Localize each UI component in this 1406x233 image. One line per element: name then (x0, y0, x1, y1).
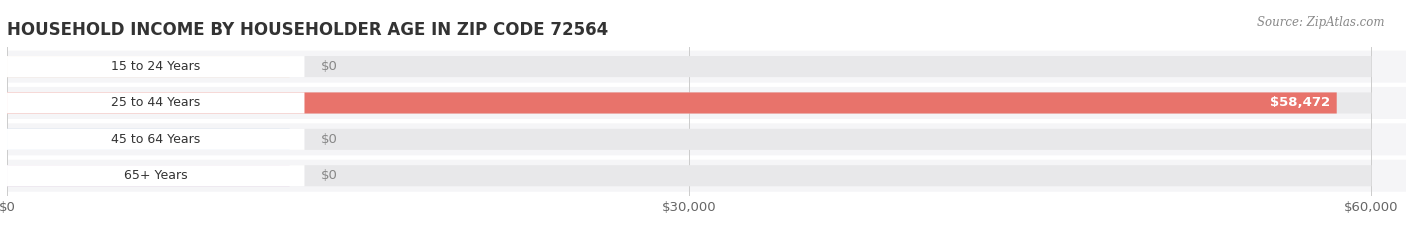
FancyBboxPatch shape (7, 93, 1337, 113)
FancyBboxPatch shape (7, 123, 1406, 155)
FancyBboxPatch shape (7, 56, 290, 77)
Text: $0: $0 (321, 133, 337, 146)
FancyBboxPatch shape (7, 165, 290, 186)
FancyBboxPatch shape (7, 129, 290, 150)
FancyBboxPatch shape (7, 56, 1371, 77)
Text: HOUSEHOLD INCOME BY HOUSEHOLDER AGE IN ZIP CODE 72564: HOUSEHOLD INCOME BY HOUSEHOLDER AGE IN Z… (7, 21, 609, 39)
FancyBboxPatch shape (7, 160, 1406, 192)
FancyBboxPatch shape (7, 51, 1406, 83)
FancyBboxPatch shape (7, 129, 1371, 150)
Text: $0: $0 (321, 60, 337, 73)
FancyBboxPatch shape (7, 93, 305, 113)
Text: 45 to 64 Years: 45 to 64 Years (111, 133, 201, 146)
Text: 65+ Years: 65+ Years (124, 169, 187, 182)
FancyBboxPatch shape (7, 165, 1371, 186)
Text: $0: $0 (321, 169, 337, 182)
Text: Source: ZipAtlas.com: Source: ZipAtlas.com (1257, 16, 1385, 29)
FancyBboxPatch shape (7, 129, 305, 150)
FancyBboxPatch shape (7, 93, 1371, 113)
Text: 15 to 24 Years: 15 to 24 Years (111, 60, 201, 73)
FancyBboxPatch shape (7, 56, 305, 77)
FancyBboxPatch shape (7, 87, 1406, 119)
Text: 25 to 44 Years: 25 to 44 Years (111, 96, 201, 110)
Text: $58,472: $58,472 (1270, 96, 1330, 110)
FancyBboxPatch shape (7, 165, 305, 186)
